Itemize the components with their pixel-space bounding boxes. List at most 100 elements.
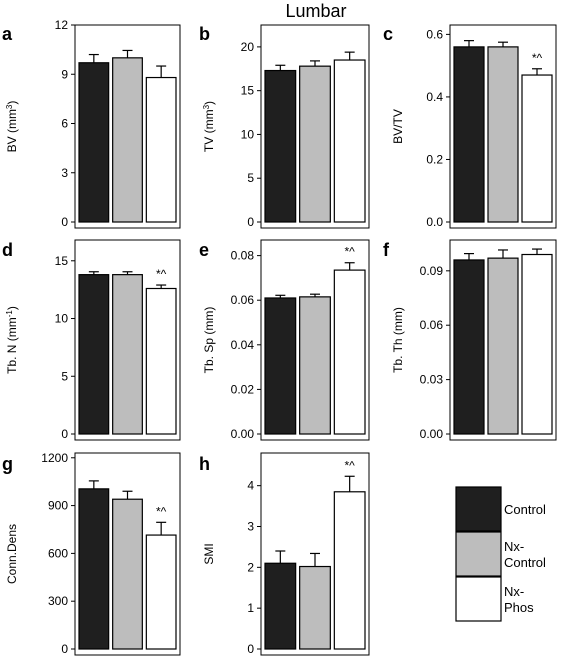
y-axis-label: TV (mm3) <box>202 101 217 152</box>
panel-frame <box>260 24 370 229</box>
y-tick-label: 0 <box>61 642 68 656</box>
bar-g-3 <box>145 534 177 650</box>
y-tick-label: 0.6 <box>426 27 443 41</box>
y-tick-label: 0.02 <box>231 382 255 396</box>
y-tick-label: 9 <box>61 67 68 81</box>
y-tick-label: 20 <box>241 40 255 54</box>
bar-e-3 <box>333 269 366 435</box>
y-axis-label: Tb. N (mm-1) <box>5 306 20 374</box>
y-tick-label: 0.2 <box>426 152 443 166</box>
panel-frame <box>449 239 557 441</box>
y-tick-label: 5 <box>247 171 254 185</box>
panel-g: g 0 300 600 900 1200 Conn.Dens *^ <box>2 451 181 656</box>
bar-b-3 <box>333 59 366 223</box>
y-tick-label: 0 <box>247 642 254 656</box>
bar-e-2 <box>299 296 331 435</box>
panel-d: d 0 5 10 15 Tb. N (mm-1) *^ <box>2 239 181 441</box>
bar-h-2 <box>299 565 331 650</box>
y-tick-label: 0.0 <box>426 215 443 229</box>
panel-letter: b <box>199 24 210 44</box>
bar-f-2 <box>487 257 519 435</box>
bar-h-1 <box>264 562 297 650</box>
panel-letter: c <box>383 24 393 44</box>
bar-h-3 <box>333 491 366 650</box>
y-tick-label: 15 <box>55 254 69 268</box>
y-tick-label: 1 <box>247 601 254 615</box>
bar-a-3 <box>145 76 177 223</box>
y-axis-label: BV/TV <box>391 109 405 144</box>
y-tick-label: 0.00 <box>231 427 255 441</box>
y-tick-label: 2 <box>247 560 254 574</box>
bar-d-3 <box>145 287 177 435</box>
y-tick-label: 0 <box>61 215 68 229</box>
panel-frame <box>74 452 181 656</box>
significance-marker: *^ <box>532 51 543 65</box>
bar-c-3 <box>521 74 553 223</box>
y-tick-label: 600 <box>48 546 68 560</box>
y-tick-label: 0.4 <box>426 90 443 104</box>
y-tick-label: 10 <box>55 312 69 326</box>
y-tick-label: 12 <box>55 18 69 32</box>
y-tick-label: 3 <box>247 520 254 534</box>
y-tick-label: 6 <box>61 117 68 131</box>
panel-letter: e <box>199 240 209 260</box>
legend-label: Control <box>504 555 546 570</box>
bar-b-2 <box>299 65 331 223</box>
panel-letter: f <box>383 240 390 260</box>
bar-a-1 <box>78 62 110 223</box>
legend-swatch <box>455 486 502 532</box>
panel-b: b 0 5 10 15 20 TV (mm3) <box>199 24 370 229</box>
legend-swatch <box>455 531 502 577</box>
bar-f-3 <box>521 253 553 435</box>
y-axis-label: Tb. Th (mm) <box>391 307 405 373</box>
panel-frame <box>449 24 557 229</box>
bar-f-1 <box>453 259 485 435</box>
y-tick-label: 0.08 <box>231 249 255 263</box>
y-tick-label: 0.03 <box>420 373 444 387</box>
y-tick-label: 0.00 <box>420 427 444 441</box>
significance-marker: *^ <box>345 458 356 472</box>
y-tick-label: 900 <box>48 499 68 513</box>
y-tick-label: 0.04 <box>231 338 255 352</box>
y-tick-label: 0 <box>61 427 68 441</box>
y-tick-label: 300 <box>48 594 68 608</box>
y-tick-label: 15 <box>241 84 255 98</box>
y-tick-label: 10 <box>241 127 255 141</box>
panel-frame <box>260 239 370 441</box>
bar-c-1 <box>453 46 485 223</box>
bar-g-1 <box>78 488 110 650</box>
bar-c-2 <box>487 46 519 223</box>
legend-swatch <box>455 576 502 622</box>
figure-title: Lumbar <box>285 1 346 21</box>
legend-label: Phos <box>504 600 534 615</box>
legend-label: Nx- <box>504 584 524 599</box>
bar-d-1 <box>78 274 110 435</box>
bar-a-2 <box>112 57 143 223</box>
panel-letter: d <box>2 240 13 260</box>
bar-d-2 <box>112 274 143 435</box>
bar-e-1 <box>264 297 297 435</box>
panel-letter: g <box>2 454 13 474</box>
panel-a: a 0 3 6 9 12 BV (mm3) <box>2 18 181 229</box>
panel-f: f 0.00 0.03 0.06 0.09 Tb. Th (mm) <box>383 239 557 441</box>
bar-b-1 <box>264 69 297 223</box>
bar-g-2 <box>112 498 143 650</box>
y-axis-label: Conn.Dens <box>5 524 19 584</box>
panel-h: h 0 1 2 3 4 SMI *^ <box>199 452 370 656</box>
legend-label: Control <box>504 502 546 517</box>
panel-letter: h <box>199 454 210 474</box>
y-tick-label: 5 <box>61 369 68 383</box>
legend-label: Nx- <box>504 539 524 554</box>
y-tick-label: 0.06 <box>420 318 444 332</box>
panel-frame <box>74 239 181 441</box>
y-tick-label: 0.09 <box>420 264 444 278</box>
panel-frame <box>260 452 370 656</box>
significance-marker: *^ <box>156 267 167 281</box>
y-tick-label: 3 <box>61 166 68 180</box>
panel-frame <box>74 24 181 229</box>
y-tick-label: 1200 <box>41 451 68 465</box>
y-axis-label: BV (mm3) <box>5 101 20 153</box>
y-tick-label: 4 <box>247 479 254 493</box>
